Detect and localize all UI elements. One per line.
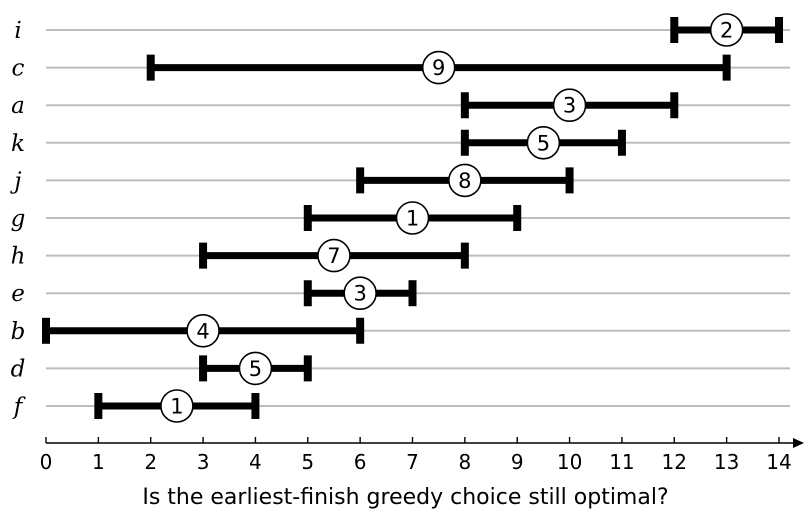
weight-label-h: 7: [327, 244, 340, 268]
interval-label-d: d: [11, 356, 26, 382]
interval-label-e: e: [11, 281, 25, 307]
x-tick-label: 11: [609, 450, 634, 474]
weight-circle-a: [552, 88, 587, 122]
interval-plot: i 2c 9a 3k 5j 8g 1h 7e 3b 4d 5f 10 1 2 3 4 5 6 7 8 9 10 11 12 13…: [9, 13, 804, 474]
chart-caption: Is the earliest-finish greedy choice sti…: [142, 485, 669, 510]
x-axis-arrowhead: [793, 438, 804, 448]
interval-label-k: k: [11, 131, 25, 157]
interval-label-g: g: [11, 206, 26, 232]
weight-circle-k: [526, 126, 561, 160]
weight-circle-j: [448, 163, 482, 198]
weight-circle-b: [186, 313, 220, 348]
x-tick-label: 13: [714, 450, 739, 474]
x-tick-label: 5: [301, 450, 314, 474]
x-tick-label: 2: [144, 450, 157, 474]
x-tick-label: 1: [92, 450, 105, 474]
weight-label-j: 8: [458, 169, 471, 193]
weight-circle-h: [317, 238, 351, 273]
x-tick-label: 0: [40, 450, 53, 474]
weight-label-a: 3: [563, 94, 576, 118]
weight-label-b: 4: [196, 319, 209, 343]
x-tick-label: 6: [354, 450, 367, 474]
weight-circle-d: [238, 351, 273, 386]
weight-label-k: 5: [537, 131, 550, 155]
interval-label-h: h: [11, 244, 26, 270]
interval-label-i: i: [14, 18, 21, 44]
interval-label-c: c: [12, 56, 25, 82]
x-tick-label: 14: [766, 450, 791, 474]
weight-label-c: 9: [432, 56, 445, 80]
weight-label-i: 2: [720, 19, 733, 43]
weight-label-d: 5: [249, 357, 262, 381]
x-tick-label: 4: [249, 450, 262, 474]
interval-label-f: f: [12, 394, 26, 420]
weight-label-e: 3: [353, 282, 366, 306]
weight-circle-i: [709, 13, 744, 47]
x-tick-label: 10: [557, 450, 582, 474]
weight-circle-f: [160, 389, 194, 423]
interval-label-j: j: [9, 168, 21, 194]
x-tick-label: 12: [662, 450, 687, 474]
interval-label-b: b: [11, 319, 26, 345]
weight-circle-c: [421, 50, 456, 85]
x-tick-label: 3: [197, 450, 210, 474]
weight-label-f: 1: [170, 395, 183, 419]
x-tick-label: 8: [458, 450, 471, 474]
weight-circle-g: [395, 201, 430, 235]
x-tick-label: 9: [511, 450, 524, 474]
weight-circle-e: [343, 276, 377, 311]
x-tick-label: 7: [406, 450, 419, 474]
interval-label-a: a: [11, 93, 25, 119]
weight-label-g: 1: [406, 207, 419, 231]
